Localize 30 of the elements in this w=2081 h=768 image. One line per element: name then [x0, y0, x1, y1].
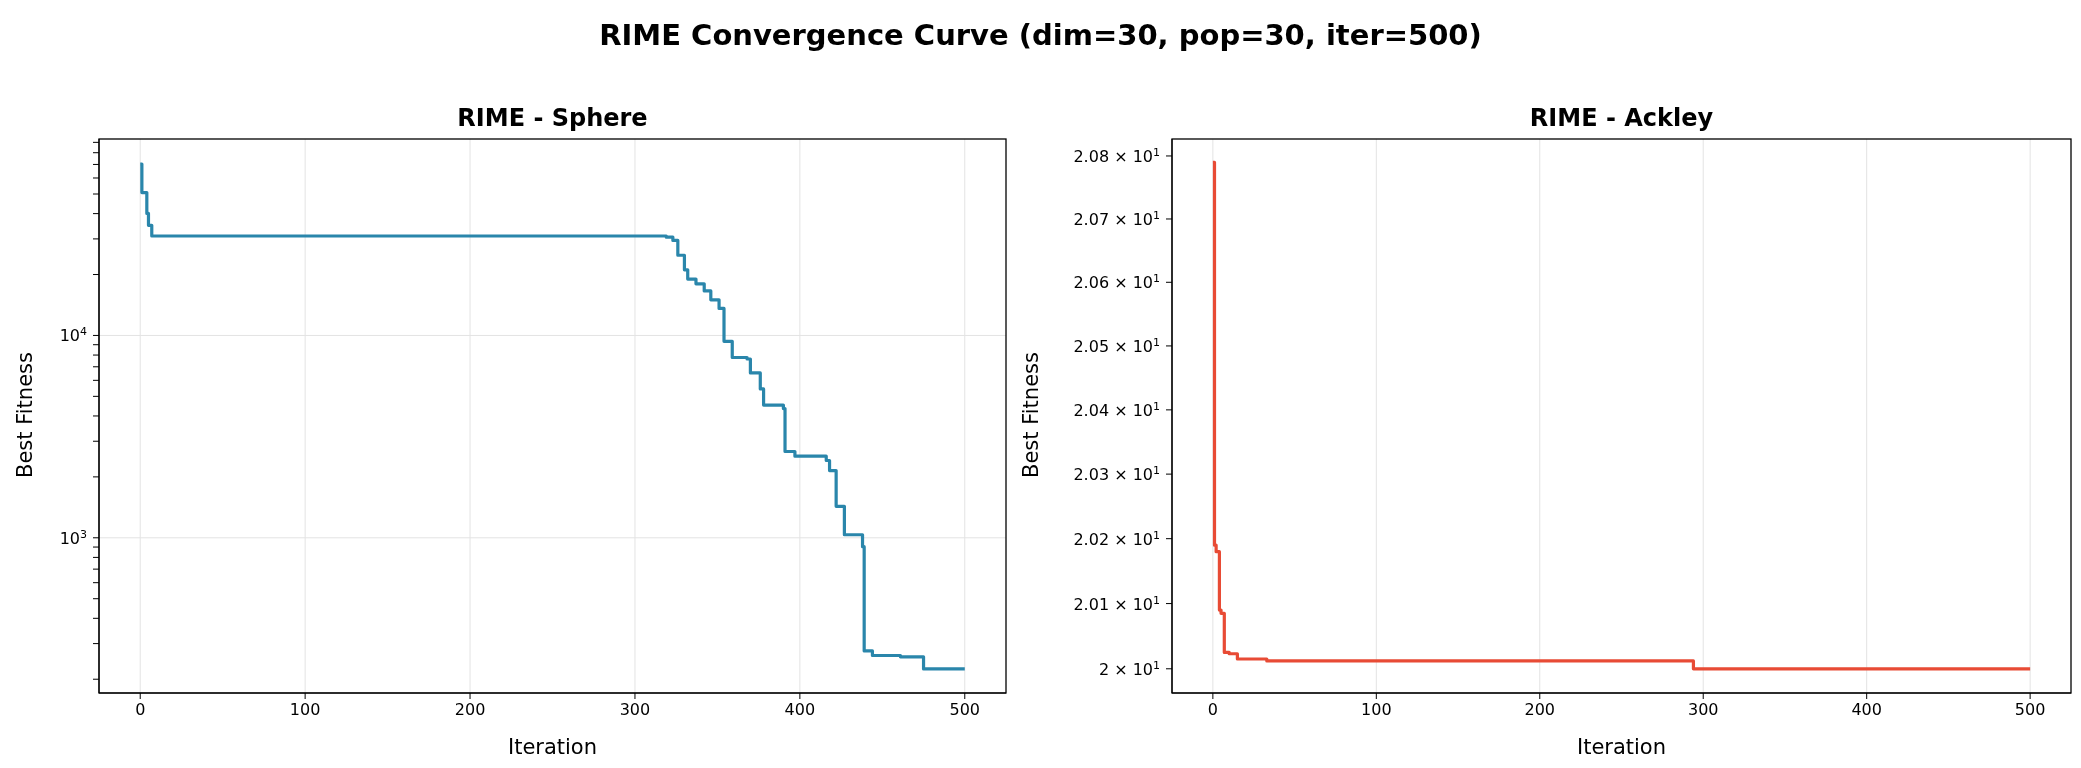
text: RIME Convergence Curve (dim=30, pop=30, iter=500) [598, 18, 1483, 52]
x-tick-label: 0 [1207, 700, 1218, 719]
x-tick-label: 300 [619, 700, 651, 719]
y-tick-label: 2.01 × 10$^{1}$ [1073, 593, 1160, 614]
y-tick-label: 2.05 × 10$^{1}$ [1073, 335, 1160, 356]
x-tick-label: 300 [1687, 700, 1719, 719]
x-tick-label: 500 [2014, 700, 2046, 719]
x-tick-label: 500 [949, 700, 981, 719]
x-tick-label: 400 [784, 700, 816, 719]
x-tick-label: 100 [289, 700, 321, 719]
x-axis-title: Iteration [1575, 735, 1668, 759]
chart-title: RIME - Ackley [1528, 104, 1715, 132]
x-tick-label: 100 [1361, 700, 1392, 719]
y-tick-label: 2 × 10$^{1}$ [1098, 658, 1160, 679]
x-tick-label: 200 [1524, 700, 1556, 719]
y-tick-label: 2.08 × 10$^{1}$ [1073, 145, 1160, 166]
x-tick-label: 200 [454, 700, 486, 719]
y-tick-label: 2.06 × 10$^{1}$ [1073, 271, 1160, 293]
y-tick-label: 10$^{3}$ [59, 527, 87, 548]
chart-title: RIME - Sphere [456, 104, 649, 132]
y-tick-label: 2.02 × 10$^{1}$ [1073, 528, 1160, 549]
y-tick-label: 2.07 × 10$^{1}$ [1073, 208, 1160, 229]
x-tick-label: 0 [135, 700, 146, 719]
x-axis-title: Iteration [506, 735, 599, 759]
y-axis-title: Best Fitness [13, 351, 37, 480]
y-tick-label: 2.04 × 10$^{1}$ [1073, 399, 1160, 420]
y-tick-label: 10$^{4}$ [59, 324, 87, 346]
y-tick-label: 2.03 × 10$^{1}$ [1073, 463, 1160, 485]
y-axis-title: Best Fitness [1019, 351, 1043, 480]
x-tick-label: 400 [1851, 700, 1882, 719]
